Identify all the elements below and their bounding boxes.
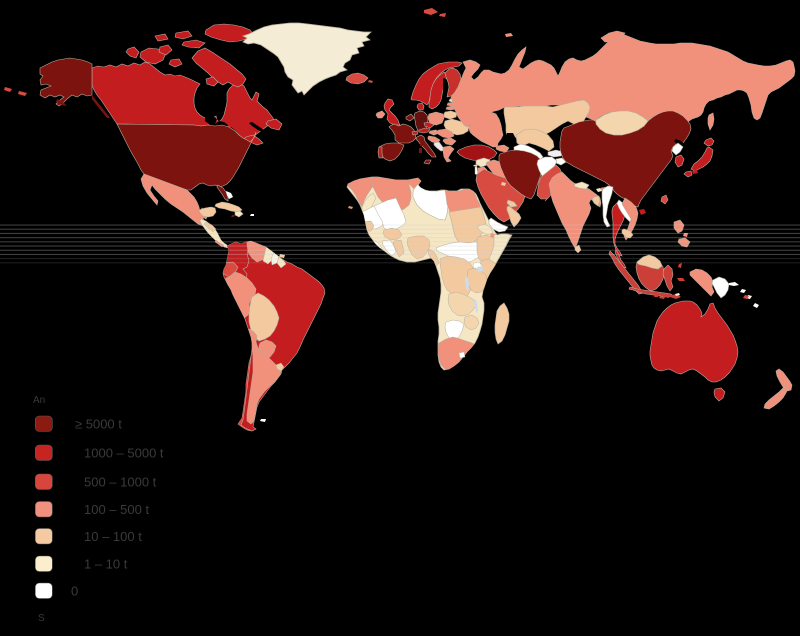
- svg-text:500 – 1000 t: 500 – 1000 t: [84, 475, 157, 490]
- svg-text:0: 0: [71, 584, 78, 599]
- svg-text:≥ 5000 t: ≥ 5000 t: [75, 417, 122, 432]
- svg-text:1000 – 5000 t: 1000 – 5000 t: [84, 446, 164, 461]
- svg-text:An: An: [33, 395, 45, 406]
- svg-text:S: S: [38, 613, 45, 624]
- svg-text:100 – 500 t: 100 – 500 t: [84, 502, 149, 517]
- svg-text:10 – 100 t: 10 – 100 t: [84, 529, 142, 544]
- svg-text:1 – 10 t: 1 – 10 t: [84, 557, 128, 572]
